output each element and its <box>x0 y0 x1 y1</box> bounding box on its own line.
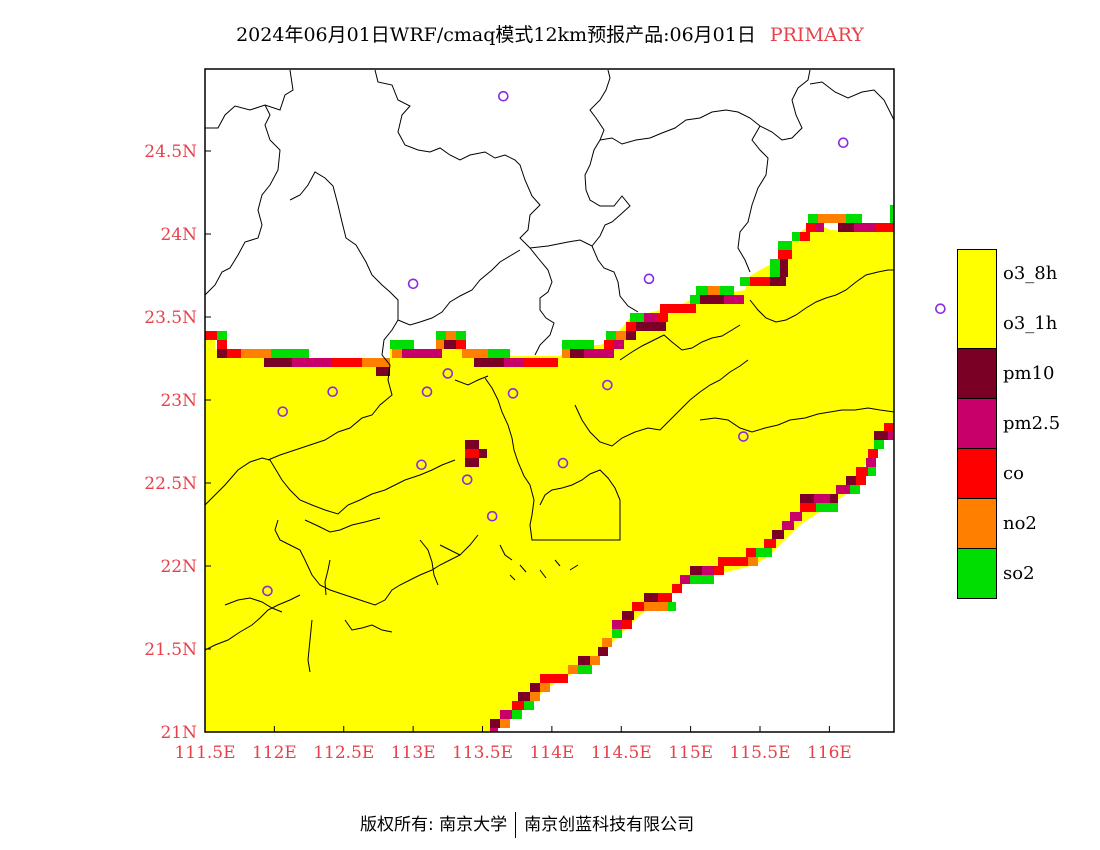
legend-swatch <box>957 299 997 349</box>
legend-swatch <box>957 449 997 499</box>
title-main: 2024年06月01日WRF/cmaq模式12km预报产品:06月01日 <box>236 24 756 46</box>
y-tick-label: 23N <box>160 391 197 411</box>
x-tick-label: 115.5E <box>729 743 790 763</box>
legend-swatch <box>957 399 997 449</box>
station-marker <box>738 431 749 442</box>
station-marker <box>486 510 498 522</box>
legend-swatch <box>957 249 997 300</box>
legend-label: o3_8h <box>1003 263 1058 284</box>
y-tick-label: 23.5N <box>144 308 197 328</box>
y-tick-label: 22N <box>160 557 197 577</box>
x-axis: 111.5E 112E 112.5E 113E 113.5E 114E 114.5E 115E… <box>174 726 852 763</box>
x-tick-label: 114.5E <box>591 743 652 763</box>
x-tick-label: 113E <box>391 743 436 763</box>
x-tick-label: 113.5E <box>452 743 513 763</box>
title-highlight: PRIMARY <box>769 24 864 46</box>
boundary-lines <box>205 69 894 673</box>
x-tick-label: 115E <box>668 743 713 763</box>
x-tick-label: 116E <box>807 743 852 763</box>
y-tick-label: 21.5N <box>144 640 197 660</box>
station-marker <box>557 457 569 469</box>
y-tick-label: 24N <box>160 225 197 245</box>
boundary-cells <box>205 205 894 732</box>
legend-swatch <box>957 499 997 549</box>
map-title: 2024年06月01日WRF/cmaq模式12km预报产品:06月01日 PRIM… <box>0 20 1100 47</box>
y-tick-label: 22.5N <box>144 474 197 494</box>
legend-swatch <box>957 349 997 399</box>
footer-right: 南京创蓝科技有限公司 <box>524 815 695 835</box>
x-tick-label: 114E <box>529 743 574 763</box>
station-marker <box>327 386 338 398</box>
station-marker <box>416 459 427 471</box>
o3-field <box>205 222 894 732</box>
station-marker <box>935 303 946 315</box>
x-tick-label: 112.5E <box>313 743 374 763</box>
legend-label: o3_1h <box>1003 313 1058 334</box>
legend-label: no2 <box>1003 513 1037 534</box>
y-tick-label: 24.5N <box>144 142 197 162</box>
legend-label: so2 <box>1003 563 1035 584</box>
footer-separator <box>515 812 517 838</box>
legend-label: pm10 <box>1003 363 1055 384</box>
station-markers <box>262 90 946 597</box>
station-marker <box>277 406 289 417</box>
legend-swatch <box>957 549 997 599</box>
x-tick-label: 112E <box>252 743 297 763</box>
station-marker <box>602 379 613 391</box>
station-marker <box>442 368 454 379</box>
station-marker <box>507 388 519 399</box>
legend-label: pm2.5 <box>1003 413 1061 434</box>
legend-label: co <box>1003 463 1024 484</box>
station-marker <box>837 137 849 148</box>
y-axis: 21N 21.5N 22N 22.5N 23N 23.5N 24N 24.5N <box>144 142 211 743</box>
x-tick-label: 111.5E <box>174 743 235 763</box>
station-marker <box>407 278 419 290</box>
y-tick-label: 21N <box>160 723 197 743</box>
station-marker <box>461 474 473 485</box>
station-marker <box>262 585 273 597</box>
footer-left: 版权所有: 南京大学 <box>360 815 508 835</box>
footer: 版权所有: 南京大学 南京创蓝科技有限公司 <box>360 810 694 838</box>
station-marker <box>498 90 509 102</box>
station-marker <box>643 273 655 285</box>
station-marker <box>421 386 433 398</box>
